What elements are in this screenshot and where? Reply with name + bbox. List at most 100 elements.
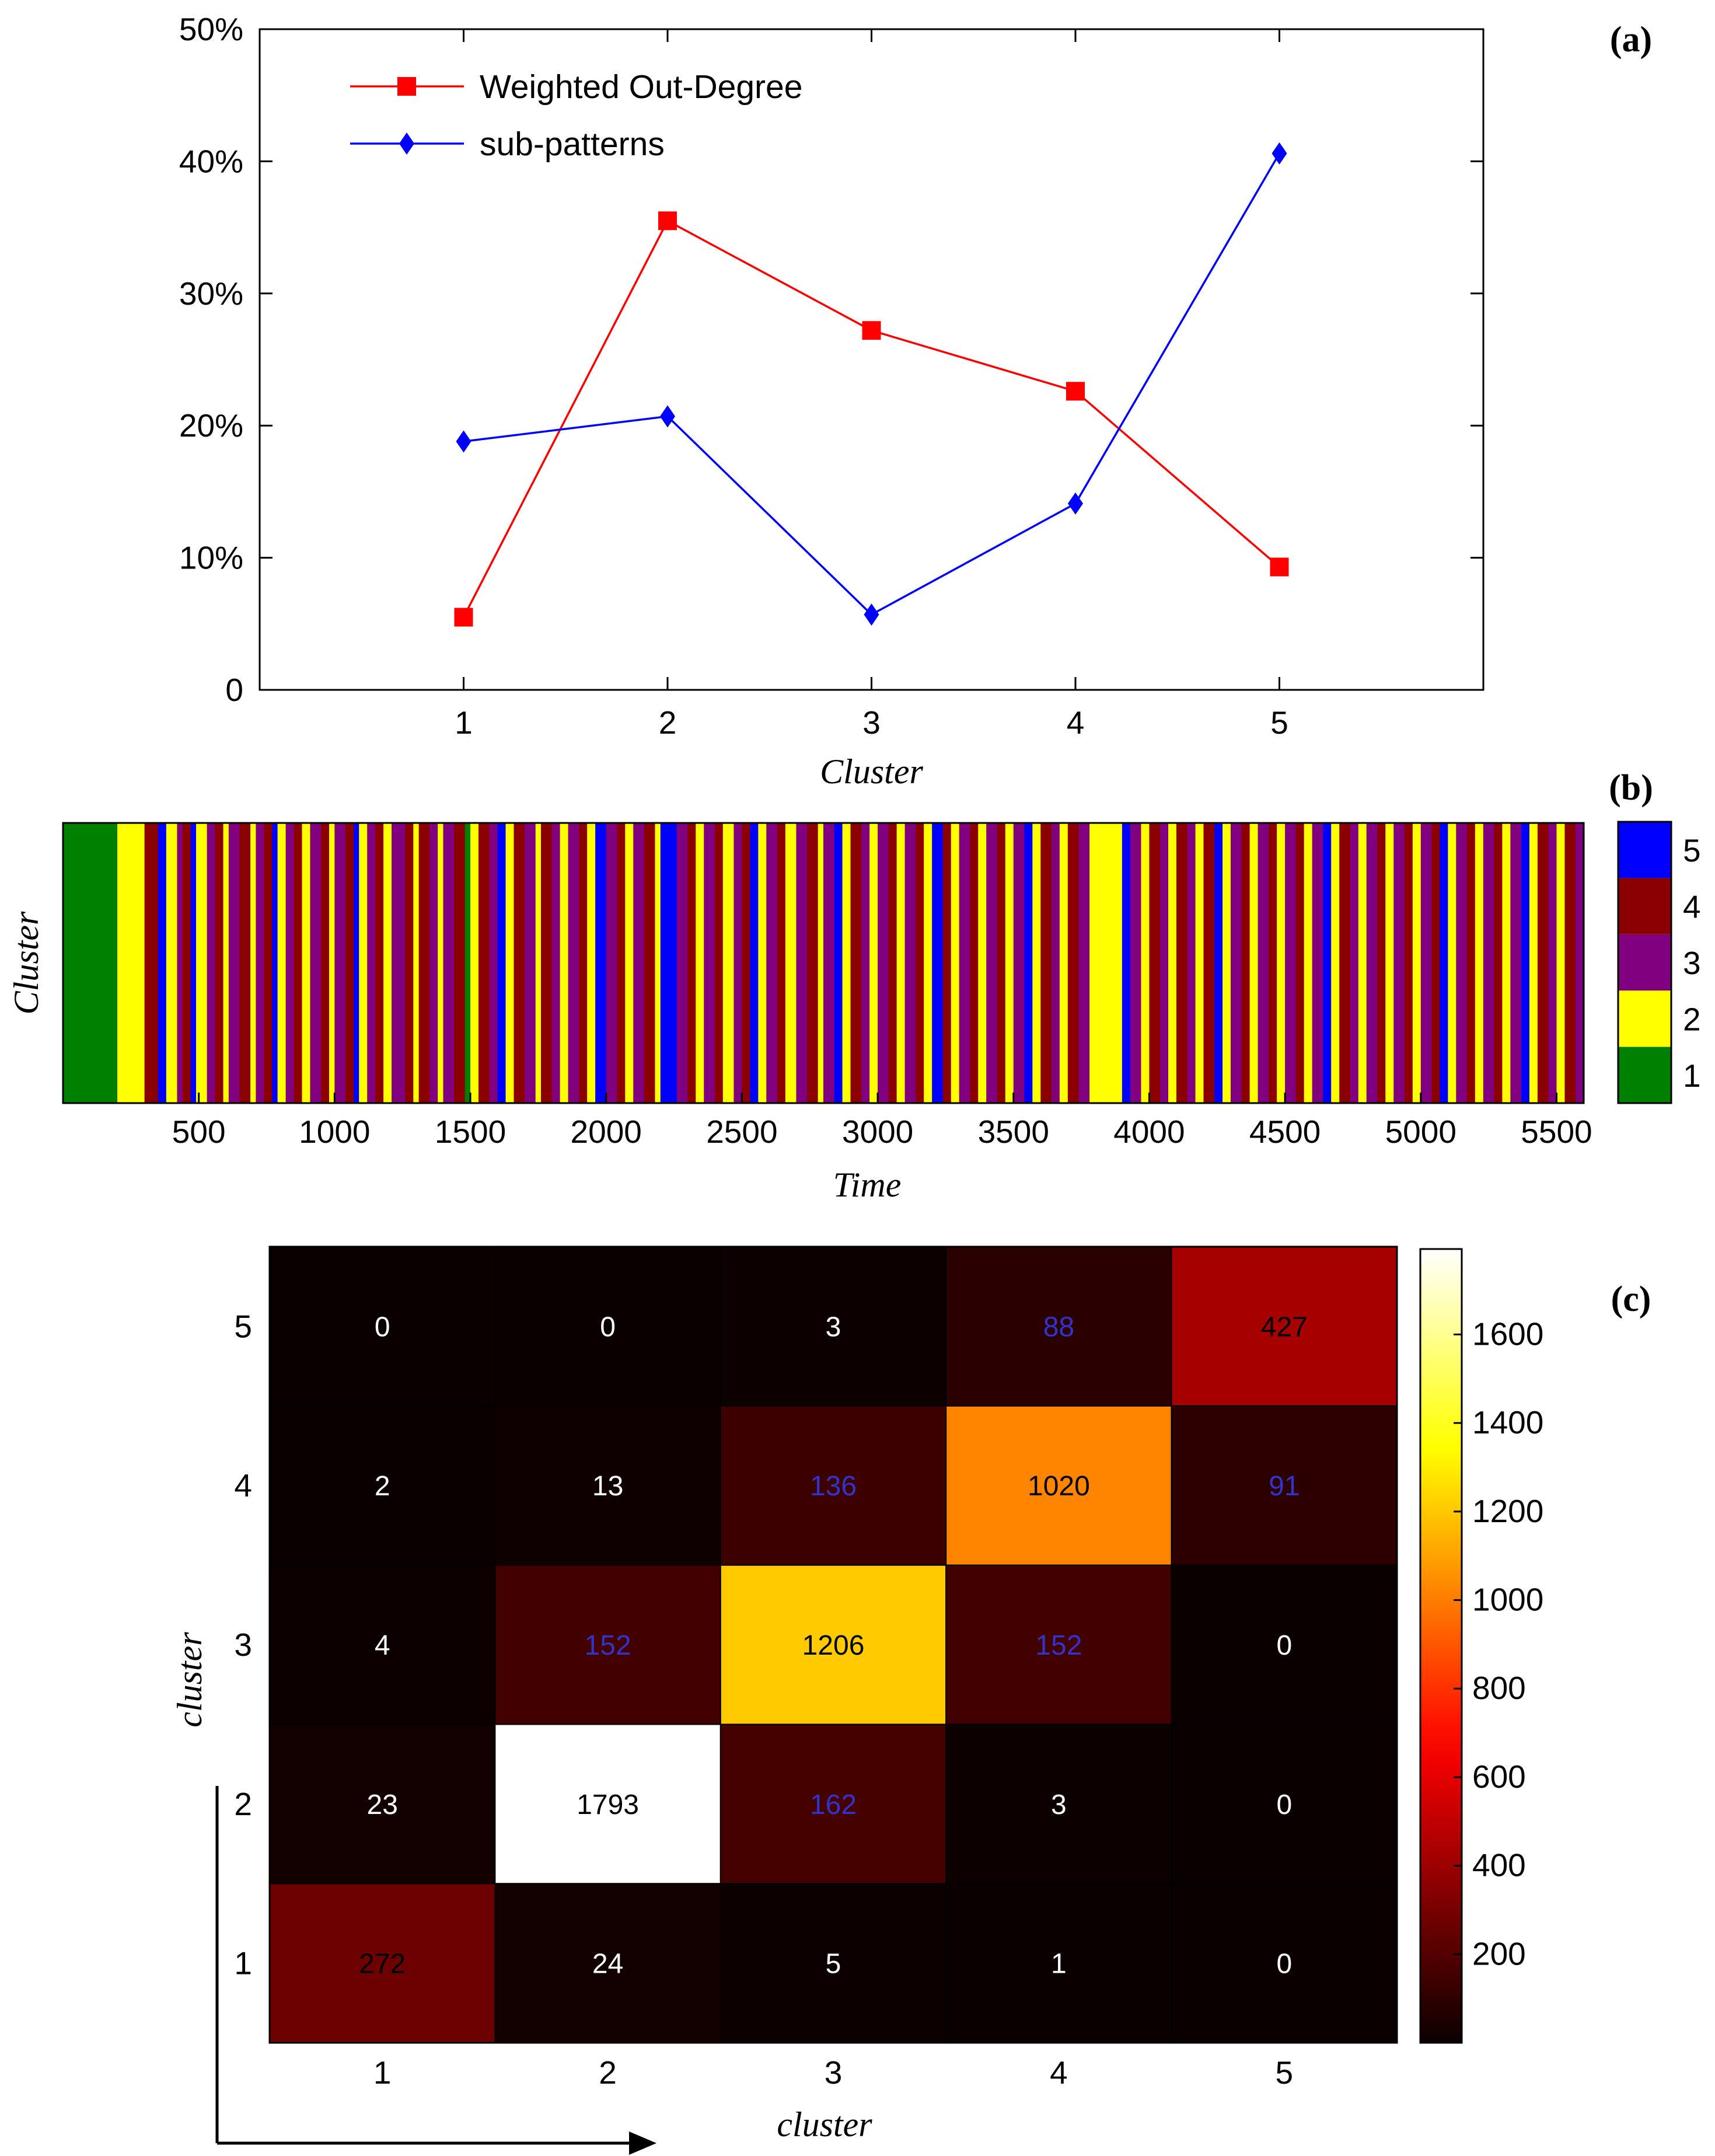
heatmap-cell [945,1724,1172,1885]
cluster-segment [1005,823,1014,1103]
cluster-segment [1312,823,1323,1103]
y-tick-label: 2 [234,1786,252,1822]
cluster-segment [144,823,159,1103]
colorbar-label: 3 [1683,945,1701,981]
cluster-segment [272,823,278,1103]
cluster-segment [1032,823,1041,1103]
cluster-segment [1089,823,1123,1103]
cell-value: 13 [592,1471,623,1502]
colorbar-tick-label: 600 [1472,1759,1526,1795]
cluster-segment [1448,823,1456,1103]
plot-area-frame [259,28,1485,691]
cluster-segment [750,823,759,1103]
x-tick-label: 1000 [299,1114,370,1150]
cluster-segment [842,823,851,1103]
cluster-segment [807,823,819,1103]
cluster-segment [1537,823,1549,1103]
colorbar-tick-label: 400 [1472,1847,1526,1883]
heatmap-cell [269,1405,496,1566]
cell-value: 1020 [1028,1471,1090,1502]
cluster-segment [207,823,216,1103]
cluster-segment [166,823,177,1103]
timeline-frame [62,822,1585,1104]
heatmap-cell [494,1883,721,2043]
heatmap-cell [1171,1564,1398,1725]
heatmap-cell [945,1246,1172,1407]
x-tick-label: 3000 [842,1114,913,1150]
cluster-segment [1564,823,1576,1103]
x-axis-label: cluster [777,2105,872,2144]
cluster-segment [932,823,944,1103]
cluster-segment [1385,823,1394,1103]
cluster-segment [190,823,197,1103]
cluster-segment [587,823,596,1103]
cluster-segment [916,823,924,1103]
y-tick-label: 1 [234,1945,252,1981]
x-tick-label: 1 [455,704,473,741]
cluster-segment [722,823,734,1103]
cell-value: 162 [810,1789,857,1820]
cell-value: 427 [1261,1311,1308,1342]
cell-value: 0 [1276,1789,1292,1820]
cluster-segment [1241,823,1251,1103]
cluster-segment [1331,823,1340,1103]
cluster-segment [1412,823,1421,1103]
cluster-segment [334,823,346,1103]
y-tick-label: 30% [179,275,243,312]
cluster-segment [1304,823,1313,1103]
panel-a-line-chart: 0 10% 20% 30% 40% 50% 1 2 3 4 5 Cluster (a) Weighted … [179,11,1652,791]
cell-value: 1206 [802,1630,865,1661]
cluster-segment [733,823,742,1103]
cluster-segment [1203,823,1215,1103]
colorbar-swatch-1 [1618,1046,1671,1103]
x-tick-label: 3500 [978,1114,1049,1150]
legend-marker-square [397,77,416,96]
x-tick-label: 5000 [1385,1114,1456,1150]
cluster-segment [978,823,987,1103]
x-tick-label: 4000 [1113,1114,1185,1150]
colorbar-tick-label: 1000 [1472,1581,1543,1617]
cluster-segment [1130,823,1141,1103]
cluster-segment [777,823,786,1103]
cluster-segment [896,823,906,1103]
cluster-segment [1269,823,1277,1103]
colorbar-tick-label: 200 [1472,1935,1526,1972]
cluster-segment [182,823,191,1103]
cluster-segment [1377,823,1386,1103]
data-point-diamond [456,430,471,453]
cluster-segment [302,823,310,1103]
cluster-segment [196,823,208,1103]
x-tick-label: 1500 [435,1114,506,1150]
cluster-segment [1122,823,1131,1103]
heatmap-cell [269,1564,496,1725]
cluster-segment [1067,823,1079,1103]
cluster-segment [823,823,835,1103]
colorbar [1419,1248,1463,2044]
heatmap-cell [1171,1246,1398,1407]
cluster-segment [1366,823,1378,1103]
cluster-segment [454,823,466,1103]
cluster-segment [383,823,392,1103]
cluster-segment [579,823,588,1103]
cluster-segment [959,823,970,1103]
cluster-segment [256,823,264,1103]
cluster-segment [1510,823,1522,1103]
cluster-segment [850,823,862,1103]
cluster-segment [997,823,1006,1103]
data-point-diamond [864,603,879,626]
cluster-segment [1483,823,1494,1103]
cluster-segment [742,823,750,1103]
cluster-segment [1222,823,1231,1103]
cluster-segment [1195,823,1204,1103]
data-point-square [658,211,677,231]
cluster-segment [1475,823,1484,1103]
x-tick-label: 2 [659,704,677,741]
heatmap-cell [269,1883,496,2043]
y-axis-label: Cluster [7,911,46,1014]
heatmap-cell [945,1883,1172,2043]
cluster-segment [1494,823,1503,1103]
cluster-segment [228,823,240,1103]
cluster-segment [1295,823,1305,1103]
cluster-segment [1350,823,1359,1103]
